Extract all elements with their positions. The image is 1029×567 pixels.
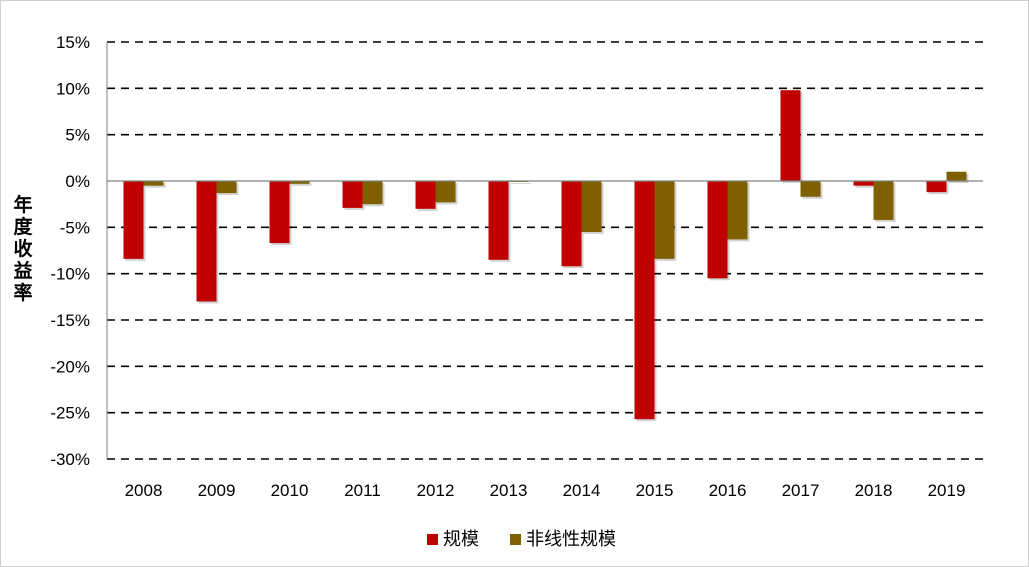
x-tick-label: 2017 <box>782 481 820 500</box>
bar-nonlinear-guimo <box>800 181 821 197</box>
y-tick-label: 0% <box>65 172 90 191</box>
axes <box>106 42 983 459</box>
bar-nonlinear-guimo <box>143 181 164 186</box>
bar-guimo <box>196 181 217 302</box>
y-tick-label: 15% <box>56 33 90 52</box>
legend-swatch <box>427 534 438 545</box>
bar-guimo <box>415 181 436 209</box>
bar-nonlinear-guimo <box>362 181 383 205</box>
bar-guimo <box>780 90 801 181</box>
y-tick-labels: 15% 10% 5% 0% -5% -10% -15% -20% -25% -30% <box>50 33 90 469</box>
y-axis-label: 年度收益率 <box>13 193 33 304</box>
bar-guimo <box>926 181 947 193</box>
y-tick-label: -5% <box>60 218 90 237</box>
legend: 规模 非线性规模 <box>427 529 616 550</box>
bar-shadow <box>291 183 312 186</box>
x-tick-label: 2018 <box>855 481 893 500</box>
bars <box>123 90 969 422</box>
x-tick-label: 2019 <box>928 481 966 500</box>
bar-nonlinear-guimo <box>946 171 967 181</box>
bar-guimo <box>707 181 728 279</box>
x-tick-label: 2013 <box>490 481 528 500</box>
x-tick-label: 2014 <box>563 481 601 500</box>
y-tick-label: -30% <box>50 450 90 469</box>
bar-guimo <box>123 181 144 259</box>
x-tick-labels: 2008 2009 2010 2011 2012 2013 2014 2015 2016 2017… <box>125 481 966 500</box>
legend-label: 非线性规模 <box>526 529 616 550</box>
x-tick-label: 2011 <box>344 481 381 500</box>
bar-nonlinear-guimo <box>581 181 602 232</box>
x-tick-label: 2015 <box>636 481 674 500</box>
legend-swatch <box>510 534 521 545</box>
y-tick-label: -20% <box>50 357 90 376</box>
x-tick-label: 2010 <box>271 481 309 500</box>
legend-label: 规模 <box>443 529 479 550</box>
x-tick-label: 2012 <box>417 481 455 500</box>
x-tick-label: 2009 <box>198 481 236 500</box>
bar-guimo <box>634 181 655 420</box>
bar-guimo <box>488 181 509 260</box>
y-tick-label: -10% <box>50 265 90 284</box>
bar-nonlinear-guimo <box>289 181 310 184</box>
bar-nonlinear-guimo <box>873 181 894 220</box>
y-tick-label: 10% <box>56 79 90 98</box>
bar-shadow <box>510 183 531 184</box>
y-tick-label: 5% <box>65 126 90 145</box>
bar-guimo <box>269 181 290 244</box>
bar-guimo <box>853 181 874 186</box>
y-tick-label: -25% <box>50 404 90 423</box>
bar-guimo <box>342 181 363 208</box>
x-tick-label: 2008 <box>125 481 163 500</box>
bar-nonlinear-guimo <box>727 181 748 240</box>
x-tick-label: 2016 <box>709 481 747 500</box>
bar-nonlinear-guimo <box>654 181 675 259</box>
bar-nonlinear-guimo <box>216 181 237 194</box>
bar-nonlinear-guimo <box>435 181 456 203</box>
grid-lines <box>107 41 983 460</box>
y-tick-label: -15% <box>50 311 90 330</box>
bar-guimo <box>561 181 582 267</box>
